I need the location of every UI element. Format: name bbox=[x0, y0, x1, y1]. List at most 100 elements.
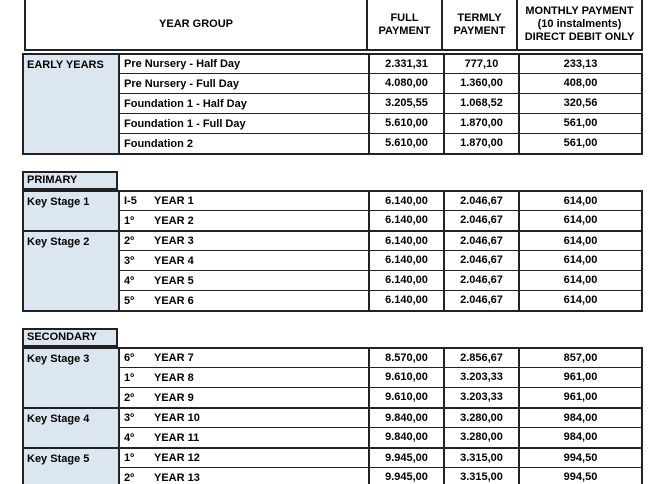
category-cell: Key Stage 1 bbox=[22, 190, 118, 230]
year-prefix: 1º bbox=[124, 452, 135, 464]
termly-payment-cell: 2.046,67 bbox=[443, 210, 518, 230]
year-group-cell: 6º YEAR 7 bbox=[118, 347, 368, 367]
termly-payment-cell: 3.280,00 bbox=[443, 407, 518, 427]
year-label: Pre Nursery - Full Day bbox=[124, 77, 239, 90]
monthly-payment-cell: 994,50 bbox=[518, 447, 643, 467]
year-group-cell: Pre Nursery - Full Day bbox=[118, 73, 368, 93]
termly-payment-cell: 1.870,00 bbox=[443, 133, 518, 155]
year-label: YEAR 6 bbox=[154, 294, 194, 307]
year-group-cell: I-5 YEAR 1 bbox=[118, 190, 368, 210]
year-label: Foundation 1 - Full Day bbox=[124, 117, 246, 130]
category-cell: Key Stage 5 bbox=[22, 447, 118, 484]
year-group-cell: 3º YEAR 4 bbox=[118, 250, 368, 270]
monthly-payment-cell: 614,00 bbox=[518, 230, 643, 250]
monthly-payment-cell: 984,00 bbox=[518, 407, 643, 427]
year-label: YEAR 2 bbox=[154, 214, 194, 227]
termly-payment-cell: 2.856,67 bbox=[443, 347, 518, 367]
year-label: YEAR 12 bbox=[154, 452, 200, 464]
termly-payment-cell: 2.046,67 bbox=[443, 250, 518, 270]
year-prefix: 4º bbox=[124, 274, 135, 287]
header-monthly-payment: MONTHLY PAYMENT (10 instalments) DIRECT … bbox=[518, 0, 643, 51]
section-title-secondary: SECONDARY bbox=[22, 328, 118, 347]
full-payment-cell: 9.945,00 bbox=[368, 447, 443, 467]
full-payment-cell: 6.140,00 bbox=[368, 190, 443, 210]
year-group-cell: Foundation 2 bbox=[118, 133, 368, 155]
monthly-payment-cell: 961,00 bbox=[518, 387, 643, 407]
section-table-1: Key Stage 1 I-5 YEAR 1 6.140,00 2.046,67 614,… bbox=[22, 190, 643, 312]
monthly-payment-cell: 614,00 bbox=[518, 190, 643, 210]
year-group-cell: Foundation 1 - Half Day bbox=[118, 93, 368, 113]
year-label: YEAR 10 bbox=[154, 412, 200, 424]
full-payment-cell: 9.840,00 bbox=[368, 407, 443, 427]
monthly-payment-cell: 614,00 bbox=[518, 250, 643, 270]
termly-payment-cell: 2.046,67 bbox=[443, 270, 518, 290]
year-group-cell: Pre Nursery - Half Day bbox=[118, 53, 368, 73]
year-label: Pre Nursery - Half Day bbox=[124, 58, 241, 70]
termly-payment-cell: 2.046,67 bbox=[443, 190, 518, 210]
full-payment-cell: 3.205,55 bbox=[368, 93, 443, 113]
full-payment-cell: 9.840,00 bbox=[368, 427, 443, 447]
monthly-payment-cell: 857,00 bbox=[518, 347, 643, 367]
full-payment-cell: 9.610,00 bbox=[368, 387, 443, 407]
year-group-cell: 1º YEAR 12 bbox=[118, 447, 368, 467]
termly-payment-cell: 3.203,33 bbox=[443, 387, 518, 407]
full-payment-cell: 5.610,00 bbox=[368, 113, 443, 133]
header-year-group: YEAR GROUP bbox=[24, 0, 368, 51]
year-label: YEAR 5 bbox=[154, 274, 194, 287]
section-title-primary: PRIMARY bbox=[22, 171, 118, 190]
category-cell: Key Stage 2 bbox=[22, 230, 118, 312]
year-group-cell: 2º YEAR 9 bbox=[118, 387, 368, 407]
termly-payment-cell: 2.046,67 bbox=[443, 290, 518, 312]
termly-payment-cell: 3.203,33 bbox=[443, 367, 518, 387]
year-label: YEAR 9 bbox=[154, 391, 194, 404]
year-label: YEAR 1 bbox=[154, 195, 194, 207]
monthly-payment-cell: 614,00 bbox=[518, 210, 643, 230]
category-cell: Key Stage 4 bbox=[22, 407, 118, 447]
table-header-row: YEAR GROUP FULL PAYMENT TERMLY PAYMENT MONT… bbox=[24, 0, 643, 51]
year-prefix: I-5 bbox=[124, 195, 137, 207]
termly-payment-cell: 1.870,00 bbox=[443, 113, 518, 133]
year-prefix: 3º bbox=[124, 254, 135, 267]
termly-payment-cell: 2.046,67 bbox=[443, 230, 518, 250]
year-group-cell: Foundation 1 - Full Day bbox=[118, 113, 368, 133]
full-payment-cell: 6.140,00 bbox=[368, 230, 443, 250]
header-termly-payment: TERMLY PAYMENT bbox=[443, 0, 518, 51]
full-payment-cell: 8.570,00 bbox=[368, 347, 443, 367]
year-prefix: 2º bbox=[124, 471, 135, 484]
section-table-2: Key Stage 3 6º YEAR 7 8.570,00 2.856,67 857,0… bbox=[22, 347, 643, 484]
year-prefix: 4º bbox=[124, 431, 135, 444]
monthly-payment-cell: 961,00 bbox=[518, 367, 643, 387]
year-group-cell: 4º YEAR 5 bbox=[118, 270, 368, 290]
year-group-cell: 5º YEAR 6 bbox=[118, 290, 368, 312]
year-group-cell: 2º YEAR 3 bbox=[118, 230, 368, 250]
monthly-payment-cell: 561,00 bbox=[518, 133, 643, 155]
termly-payment-cell: 3.315,00 bbox=[443, 467, 518, 484]
year-label: YEAR 8 bbox=[154, 371, 194, 384]
full-payment-cell: 6.140,00 bbox=[368, 250, 443, 270]
year-group-cell: 3º YEAR 10 bbox=[118, 407, 368, 427]
section-table-0: EARLY YEARS Pre Nursery - Half Day 2.331,3… bbox=[22, 53, 643, 155]
termly-payment-cell: 3.280,00 bbox=[443, 427, 518, 447]
year-prefix: 3º bbox=[124, 412, 135, 424]
year-group-cell: 4º YEAR 11 bbox=[118, 427, 368, 447]
termly-payment-cell: 777,10 bbox=[443, 53, 518, 73]
year-group-cell: 1º YEAR 2 bbox=[118, 210, 368, 230]
monthly-payment-cell: 320,56 bbox=[518, 93, 643, 113]
year-prefix: 1º bbox=[124, 214, 135, 227]
monthly-payment-cell: 614,00 bbox=[518, 290, 643, 312]
year-label: YEAR 13 bbox=[154, 471, 200, 484]
year-label: Foundation 1 - Half Day bbox=[124, 97, 247, 110]
monthly-payment-cell: 561,00 bbox=[518, 113, 643, 133]
year-group-cell: 1º YEAR 8 bbox=[118, 367, 368, 387]
monthly-payment-cell: 233,13 bbox=[518, 53, 643, 73]
full-payment-cell: 5.610,00 bbox=[368, 133, 443, 155]
full-payment-cell: 6.140,00 bbox=[368, 270, 443, 290]
year-label: YEAR 11 bbox=[154, 431, 200, 444]
termly-payment-cell: 3.315,00 bbox=[443, 447, 518, 467]
year-prefix: 6º bbox=[124, 352, 135, 364]
year-prefix: 2º bbox=[124, 391, 135, 404]
year-prefix: 1º bbox=[124, 371, 135, 384]
monthly-payment-cell: 408,00 bbox=[518, 73, 643, 93]
monthly-payment-cell: 994,50 bbox=[518, 467, 643, 484]
